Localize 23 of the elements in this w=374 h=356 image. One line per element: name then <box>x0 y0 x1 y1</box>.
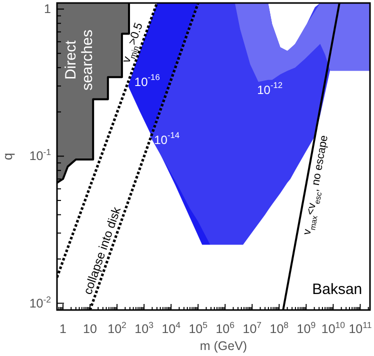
annotation: 10$^{-12}$ <box>257 80 283 98</box>
y-axis-title: q <box>0 152 15 160</box>
x-axis-title: m (GeV) <box>200 339 248 353</box>
y-tick-label: 10$^{-2}$ <box>29 294 52 310</box>
x-tick-label: 10$^{4}$ <box>162 320 181 336</box>
annotation: 10$^{-14}$ <box>154 130 180 148</box>
annotation: 10$^{-16}$ <box>134 72 160 89</box>
annotation: collapse into disk <box>80 204 124 296</box>
annotation: Direct searches <box>62 30 96 91</box>
x-tick-label: 1 <box>60 322 67 336</box>
y-tick-label: 10$^{-1}$ <box>29 147 52 164</box>
y-tick-label: 1 <box>44 2 52 16</box>
x-tick-label: 10$^{2}$ <box>108 320 127 336</box>
x-tick-label: 10$^{9}$ <box>296 320 316 336</box>
x-tick-label: 10$^{5}$ <box>188 320 208 336</box>
x-tick-label: 10$^{8}$ <box>270 320 289 336</box>
x-tick-label: 10$^{6}$ <box>216 320 235 336</box>
x-tick-label: 10$^{11}$ <box>348 320 372 336</box>
annotation: Baksan <box>312 281 362 298</box>
x-tick-label: 10$^{10}$ <box>321 320 346 336</box>
x-tick-label: 10$^{7}$ <box>242 320 262 336</box>
x-tick-label: 10$^{3}$ <box>134 320 154 336</box>
x-tick-label: 10 <box>83 322 98 336</box>
